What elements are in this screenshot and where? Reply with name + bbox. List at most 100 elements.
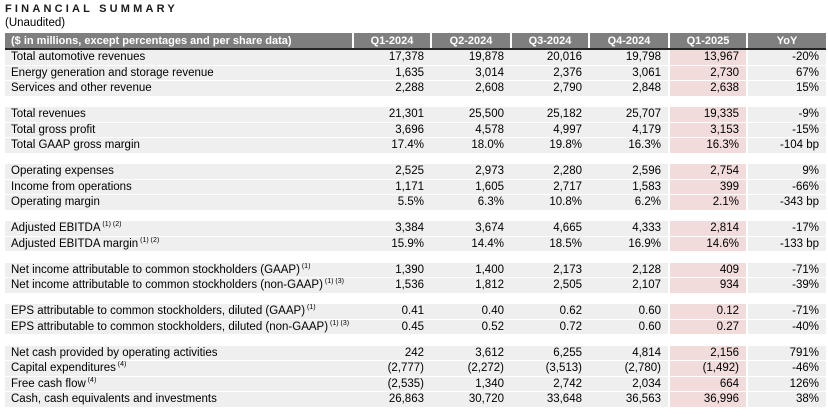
- cell-q1-2025: 16.3%: [668, 137, 748, 154]
- cell-q4-2024: 2,848: [589, 80, 669, 97]
- cell-q2-2024: 18.0%: [431, 137, 511, 154]
- table-body: Total automotive revenues 17,378 19,878 20,…: [5, 49, 826, 408]
- cell-q1-2025: 0.27: [668, 319, 748, 335]
- column-header-q1-2024: Q1-2024: [352, 33, 431, 50]
- cell-q2-2024: 30,720: [431, 391, 511, 408]
- row-label: Total GAAP gross margin: [5, 137, 353, 154]
- cell-yoy: -343 bp: [747, 194, 826, 211]
- footnote-marker: (1) (3): [322, 278, 344, 286]
- cell-q4-2024: (2,780): [589, 360, 669, 377]
- cell-q1-2025: 0.12: [668, 304, 748, 320]
- cell-yoy: -71%: [747, 304, 826, 320]
- cell-q1-2025: 2,156: [668, 345, 748, 361]
- cell-q1-2025: 14.6%: [668, 236, 748, 252]
- cell-yoy: -20%: [747, 49, 826, 66]
- cell-yoy: -39%: [747, 277, 826, 294]
- cell-q1-2024: 1,635: [353, 65, 431, 81]
- cell-q2-2024: 25,500: [431, 107, 511, 123]
- cell-q1-2025: 2,638: [668, 80, 748, 97]
- footnote-marker: (1) (2): [100, 221, 122, 229]
- cell-q1-2025: 13,967: [668, 49, 748, 66]
- cell-yoy: -17%: [747, 221, 826, 237]
- cell-q2-2024: 3,674: [431, 221, 511, 237]
- cell-yoy: -46%: [747, 360, 826, 377]
- cell-q1-2024: 0.45: [353, 319, 431, 335]
- cell-yoy: -15%: [747, 122, 826, 138]
- row-label: Net cash provided by operating activitie…: [5, 345, 353, 361]
- cell-q4-2024: 19,798: [589, 49, 669, 66]
- cell-q3-2024: 20,016: [511, 49, 589, 66]
- row-label: EPS attributable to common stockholders,…: [5, 319, 353, 335]
- cell-q2-2024: 0.40: [431, 304, 511, 320]
- section-spacer-cell: [5, 251, 826, 263]
- table-row: Total gross profit 3,696 4,578 4,997 4,179 3,…: [5, 122, 826, 138]
- cell-yoy: -71%: [747, 262, 826, 278]
- footnote-marker: (4): [115, 361, 127, 369]
- cell-q3-2024: 2,717: [511, 179, 589, 195]
- cell-q1-2024: 21,301: [353, 107, 431, 123]
- row-label: Income from operations: [5, 179, 353, 195]
- cell-q4-2024: 36,563: [589, 391, 669, 408]
- cell-q4-2024: 2,107: [589, 277, 669, 294]
- cell-q1-2025: 3,153: [668, 122, 748, 138]
- table-row: Capital expenditures (4) (2,777) (2,272) (3…: [5, 360, 826, 377]
- table-row: Adjusted EBITDA margin (1) (2) 15.9% 14.4%…: [5, 236, 826, 252]
- section-spacer-cell: [5, 96, 826, 107]
- cell-q2-2024: 2,973: [431, 164, 511, 180]
- cell-q2-2024: 6.3%: [431, 194, 511, 211]
- cell-q1-2025: 2.1%: [668, 194, 748, 211]
- row-label: Net income attributable to common stockh…: [5, 262, 353, 278]
- cell-q4-2024: 16.3%: [589, 137, 669, 154]
- cell-q4-2024: 2,128: [589, 262, 669, 278]
- cell-q4-2024: 6.2%: [589, 194, 669, 211]
- cell-q1-2024: 2,288: [353, 80, 431, 97]
- cell-q1-2024: 17,378: [353, 49, 431, 66]
- cell-q4-2024: 4,179: [589, 122, 669, 138]
- cell-q3-2024: 2,376: [511, 65, 589, 81]
- cell-q1-2025: (1,492): [668, 360, 748, 377]
- column-header-q2-2024: Q2-2024: [430, 33, 511, 50]
- cell-q3-2024: 2,742: [511, 376, 589, 392]
- cell-yoy: 9%: [747, 164, 826, 180]
- cell-q2-2024: 1,605: [431, 179, 511, 195]
- cell-q3-2024: 25,182: [511, 107, 589, 123]
- page-subtitle: (Unaudited): [5, 17, 66, 29]
- cell-q4-2024: 0.60: [589, 304, 669, 320]
- row-label: Cash, cash equivalents and investments: [5, 391, 353, 408]
- table-header: ($ in millions, except percentages and p…: [5, 33, 826, 50]
- section-spacer-cell: [5, 334, 826, 346]
- cell-q4-2024: 4,333: [589, 221, 669, 237]
- cell-q1-2025: 2,814: [668, 221, 748, 237]
- cell-q1-2025: 399: [668, 179, 748, 195]
- cell-q2-2024: 14.4%: [431, 236, 511, 252]
- cell-q1-2024: 3,696: [353, 122, 431, 138]
- column-header-yoy: YoY: [746, 33, 826, 50]
- footnote-marker: (1): [299, 262, 311, 270]
- row-label: Operating expenses: [5, 164, 353, 180]
- cell-q4-2024: 3,061: [589, 65, 669, 81]
- row-label: Free cash flow (4): [5, 376, 353, 392]
- cell-q3-2024: 2,280: [511, 164, 589, 180]
- section-spacer: [5, 96, 826, 107]
- cell-q4-2024: 2,596: [589, 164, 669, 180]
- cell-q4-2024: 25,707: [589, 107, 669, 123]
- cell-q1-2025: 934: [668, 277, 748, 294]
- row-label: Capital expenditures (4): [5, 360, 353, 377]
- cell-q2-2024: 0.52: [431, 319, 511, 335]
- cell-q1-2024: 1,536: [353, 277, 431, 294]
- cell-q2-2024: 1,812: [431, 277, 511, 294]
- cell-yoy: -9%: [747, 107, 826, 123]
- cell-q4-2024: 2,034: [589, 376, 669, 392]
- cell-q1-2025: 664: [668, 376, 748, 392]
- table-row: Income from operations 1,171 1,605 2,717 1,5…: [5, 179, 826, 195]
- cell-q2-2024: 3,612: [431, 345, 511, 361]
- section-spacer: [5, 293, 826, 304]
- cell-q2-2024: 1,340: [431, 376, 511, 392]
- table-row: Operating expenses 2,525 2,973 2,280 2,596 2,…: [5, 164, 826, 180]
- row-label: Energy generation and storage revenue: [5, 65, 353, 81]
- cell-q4-2024: 1,583: [589, 179, 669, 195]
- cell-q3-2024: 2,505: [511, 277, 589, 294]
- cell-q3-2024: 33,648: [511, 391, 589, 408]
- table-row: EPS attributable to common stockholders,…: [5, 319, 826, 335]
- section-spacer: [5, 334, 826, 346]
